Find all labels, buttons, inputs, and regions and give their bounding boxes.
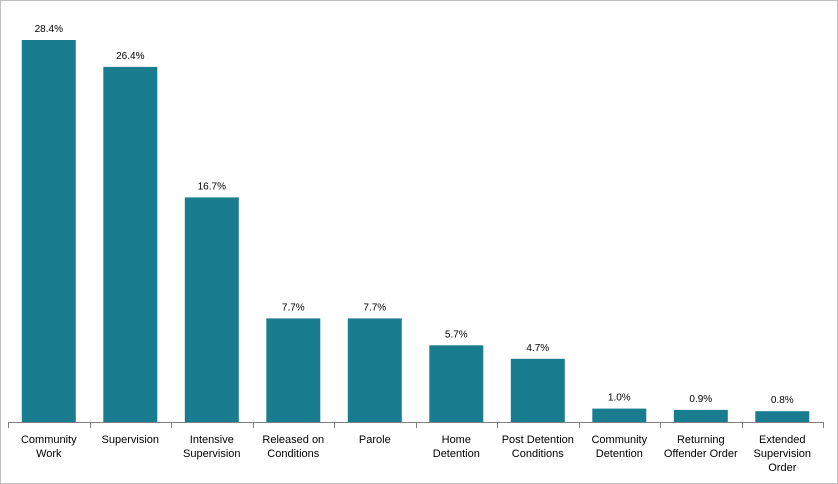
bar xyxy=(429,345,484,422)
bar xyxy=(592,408,647,422)
category-label-line: Detention xyxy=(596,448,643,460)
category-label-line: Supervision xyxy=(183,448,240,460)
category-label-line: Detention xyxy=(433,448,480,460)
value-labels-layer: 28.4% 26.4% 16.7% 7.7% 7.7% 5.7% 4.7% 1.0% 0.9% 0… xyxy=(35,24,794,406)
category-label-line: Intensive xyxy=(190,434,234,446)
category-label-line: Released on xyxy=(262,434,324,446)
category-label: Released on Conditions xyxy=(262,434,324,460)
data-label: 5.7% xyxy=(445,329,468,340)
category-label-line: Work xyxy=(36,448,62,460)
bar xyxy=(103,66,158,423)
data-label: 16.7% xyxy=(198,181,226,192)
bar xyxy=(266,318,321,422)
category-label-line: Community xyxy=(591,434,647,446)
category-label-line: Supervision xyxy=(754,448,811,460)
category-label-line: Community xyxy=(21,434,77,446)
data-label: 4.7% xyxy=(526,343,549,354)
bar xyxy=(673,409,728,422)
bar xyxy=(755,411,810,422)
bars-layer xyxy=(21,40,810,423)
category-label: Parole xyxy=(359,434,391,446)
data-label: 0.8% xyxy=(771,395,794,406)
data-label: 28.4% xyxy=(35,24,63,35)
category-label: Post Detention Conditions xyxy=(502,434,574,460)
category-label-line: Offender Order xyxy=(664,448,738,460)
category-label: Returning Offender Order xyxy=(664,434,738,460)
category-label: Community Detention xyxy=(591,434,647,460)
bar xyxy=(21,40,76,422)
category-label-line: Order xyxy=(768,462,796,474)
category-label-line: Returning xyxy=(677,434,725,446)
data-label: 7.7% xyxy=(282,302,305,313)
x-axis-ticks xyxy=(8,422,824,428)
data-label: 1.0% xyxy=(608,393,631,404)
data-label: 26.4% xyxy=(116,51,144,62)
bar xyxy=(347,318,402,422)
category-label: Supervision xyxy=(102,434,159,446)
category-label-line: Parole xyxy=(359,434,391,446)
category-label: Extended Supervision Order xyxy=(754,434,811,474)
category-label-line: Supervision xyxy=(102,434,159,446)
category-labels-layer: Community Work Supervision Intensive Supervi… xyxy=(21,434,811,474)
category-label-line: Post Detention xyxy=(502,434,574,446)
category-label: Community Work xyxy=(21,434,77,460)
data-label: 0.9% xyxy=(689,394,712,405)
bar xyxy=(510,358,565,422)
category-label-line: Home xyxy=(442,434,471,446)
category-label: Intensive Supervision xyxy=(183,434,240,460)
category-label-line: Extended xyxy=(759,434,805,446)
category-label: Home Detention xyxy=(433,434,480,460)
category-label-line: Conditions xyxy=(512,448,564,460)
category-label-line: Conditions xyxy=(267,448,319,460)
bar xyxy=(184,197,239,422)
data-label: 7.7% xyxy=(363,302,386,313)
